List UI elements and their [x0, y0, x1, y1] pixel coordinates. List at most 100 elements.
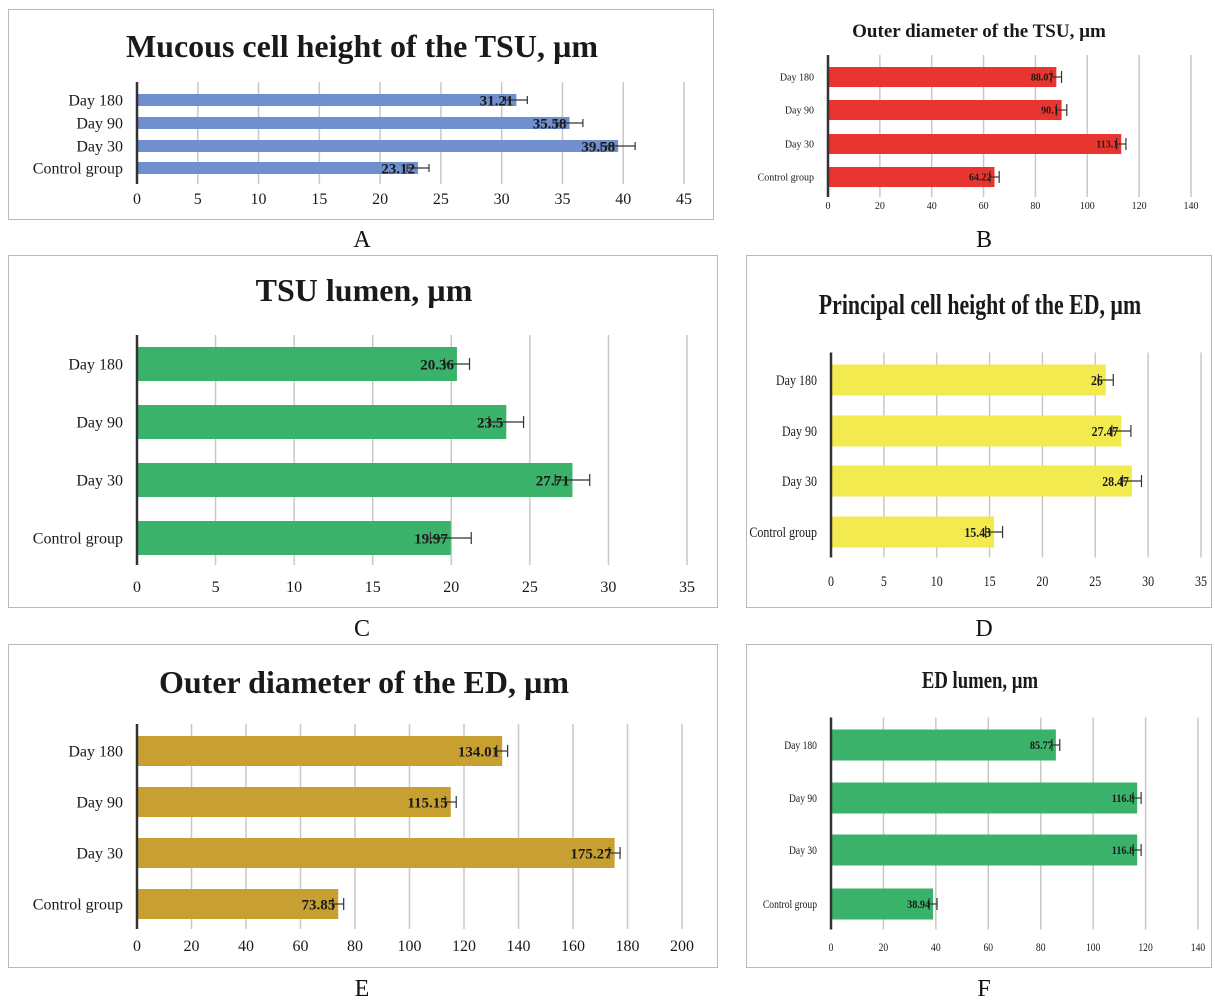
- x-tick-label: 140: [507, 938, 531, 955]
- x-tick-label: 160: [561, 938, 585, 955]
- category-label: Day 30: [789, 844, 817, 857]
- category-label: Day 30: [76, 846, 123, 863]
- chart-panel-e: Outer diameter of the ED, µm 134.01 Day 18…: [8, 644, 718, 968]
- bar: [137, 889, 339, 919]
- bar: [828, 67, 1057, 87]
- chart-e-svg: Outer diameter of the ED, µm 134.01 Day 18…: [33, 664, 694, 955]
- data-label: 19.97: [414, 531, 448, 547]
- bar: [137, 405, 507, 439]
- category-label: Day 30: [76, 139, 123, 156]
- category-label: Day 30: [76, 473, 123, 490]
- bar: [831, 465, 1132, 497]
- error-bar: [554, 474, 591, 486]
- x-tick-label: 5: [212, 579, 220, 596]
- category-label: Control group: [33, 531, 123, 548]
- bar: [831, 729, 1056, 761]
- bar: [137, 94, 517, 106]
- x-tick-label: 30: [1142, 573, 1154, 590]
- error-bar: [989, 171, 1000, 183]
- x-tick-label: 40: [927, 201, 937, 212]
- x-tick-label: 20: [875, 201, 885, 212]
- chart-d-svg: Principal cell height of the ED, µm 26 Day…: [749, 291, 1207, 590]
- data-label: 39.58: [581, 139, 615, 155]
- x-tick-label: 100: [1080, 201, 1095, 212]
- x-tick-label: 25: [433, 191, 449, 208]
- data-label: 38.94: [907, 899, 930, 912]
- error-bar: [1115, 138, 1127, 150]
- error-bar: [1132, 792, 1142, 804]
- bar: [831, 415, 1122, 447]
- chart-panel-b: Outer diameter of the TSU, µm 88.07 Day 18…: [746, 8, 1212, 224]
- x-tick-label: 5: [881, 573, 887, 590]
- category-label: Day 30: [785, 140, 814, 151]
- bar: [137, 347, 457, 381]
- chart-a-svg: Mucous cell height of the TSU, µm 31.21 Da…: [33, 28, 692, 208]
- x-tick-label: 200: [670, 938, 694, 955]
- x-tick-label: 25: [522, 579, 538, 596]
- x-tick-label: 180: [616, 938, 640, 955]
- data-label: 134.01: [458, 744, 499, 760]
- error-bar: [332, 898, 345, 910]
- data-label: 116.8: [1112, 845, 1135, 858]
- x-tick-label: 45: [676, 191, 692, 208]
- error-bar: [1051, 739, 1061, 751]
- x-tick-label: 0: [826, 201, 831, 212]
- data-label: 27.71: [536, 473, 570, 489]
- x-tick-label: 40: [931, 941, 941, 954]
- x-tick-label: 140: [1184, 201, 1199, 212]
- category-label: Control group: [33, 161, 123, 178]
- chart-f-svg: ED lumen, µm 85.77 Day 180 116.8 Day 90 116.8…: [763, 667, 1206, 955]
- chart-c-svg: TSU lumen, µm 20.36 Day 180 23.5 Day 90 27.71…: [33, 272, 695, 596]
- category-label: Day 90: [785, 106, 814, 117]
- data-label: 27.47: [1092, 423, 1119, 439]
- category-label: Day 90: [76, 795, 123, 812]
- category-label: Control group: [33, 897, 123, 914]
- error-bar: [488, 416, 525, 428]
- bar: [831, 364, 1106, 396]
- x-tick-label: 120: [1138, 941, 1153, 954]
- error-bar: [1055, 104, 1068, 116]
- x-tick-label: 80: [1036, 941, 1046, 954]
- error-bar: [504, 96, 528, 104]
- data-label: 85.77: [1030, 740, 1053, 753]
- chart-title: Principal cell height of the ED, µm: [819, 291, 1141, 321]
- data-label: 73.85: [301, 897, 335, 913]
- x-tick-label: 10: [286, 579, 302, 596]
- data-label: 15.43: [964, 524, 991, 540]
- x-tick-label: 20: [879, 941, 889, 954]
- bar: [137, 463, 573, 497]
- x-tick-label: 20: [184, 938, 200, 955]
- panel-letter-e: E: [354, 976, 370, 1002]
- x-tick-label: 140: [1191, 941, 1206, 954]
- data-label: 115.15: [407, 795, 447, 811]
- bar: [831, 834, 1138, 866]
- data-label: 20.36: [420, 357, 454, 373]
- bar: [831, 516, 995, 548]
- x-tick-label: 5: [194, 191, 202, 208]
- x-tick-label: 100: [398, 938, 422, 955]
- data-label: 31.21: [480, 93, 514, 109]
- data-label: 116.8: [1112, 793, 1135, 806]
- bar: [831, 888, 934, 920]
- chart-b-svg: Outer diameter of the TSU, µm 88.07 Day 18…: [758, 21, 1199, 212]
- bar: [137, 140, 619, 152]
- data-label: 90.1: [1041, 106, 1059, 117]
- x-tick-label: 35: [1195, 573, 1207, 590]
- data-label: 35.58: [533, 116, 567, 132]
- category-label: Day 180: [68, 357, 123, 374]
- chart-title: Mucous cell height of the TSU, µm: [126, 28, 598, 64]
- x-tick-label: 15: [984, 573, 996, 590]
- error-bar: [406, 164, 430, 172]
- error-bar: [608, 847, 621, 859]
- bar: [137, 838, 615, 868]
- bar: [137, 117, 570, 129]
- chart-title: Outer diameter of the TSU, µm: [852, 21, 1106, 42]
- error-bar: [928, 898, 938, 910]
- x-tick-label: 30: [494, 191, 510, 208]
- panel-letter-b: B: [975, 227, 992, 253]
- error-bar: [1097, 374, 1114, 386]
- data-label: 28.47: [1102, 473, 1129, 489]
- error-bar: [444, 796, 457, 808]
- x-tick-label: 120: [452, 938, 476, 955]
- category-label: Day 30: [782, 473, 817, 490]
